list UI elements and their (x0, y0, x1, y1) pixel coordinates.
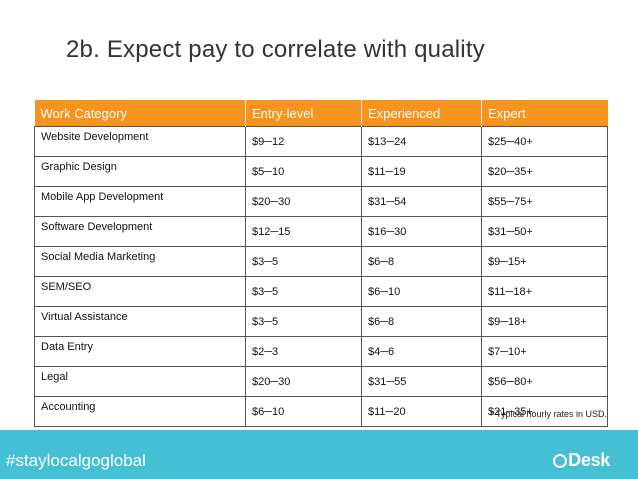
entry-level-cell: $5─10 (245, 156, 362, 187)
expert-cell: $31─50+ (481, 216, 608, 247)
table-header-row: Work Category Entry-level Experienced Ex… (34, 100, 608, 127)
category-cell: Virtual Assistance (34, 306, 246, 337)
table-row: Website Development $9─12 $13─24 $25─40+ (34, 126, 608, 157)
table-row: SEM/SEO $3─5 $6─10 $11─18+ (34, 276, 608, 307)
odesk-o-icon (553, 454, 568, 468)
table-row: Social Media Marketing $3─5 $6─8 $9─15+ (34, 246, 608, 277)
experienced-cell: $4─6 (361, 336, 482, 367)
entry-level-cell: $9─12 (245, 126, 362, 157)
experienced-cell: $6─10 (361, 276, 482, 307)
header-work-category: Work Category (34, 100, 246, 127)
footnote: * Typical hourly rates in USD. (490, 409, 607, 419)
category-cell: Social Media Marketing (34, 246, 246, 277)
hashtag-text: #staylocalgoglobal (6, 451, 146, 470)
expert-cell: $25─40+ (481, 126, 608, 157)
table-row: Graphic Design $5─10 $11─19 $20─35+ (34, 156, 608, 187)
entry-level-cell: $3─5 (245, 276, 362, 307)
expert-cell: $7─10+ (481, 336, 608, 367)
category-cell: Mobile App Development (34, 186, 246, 217)
table-row: Mobile App Development $20─30 $31─54 $55… (34, 186, 608, 217)
entry-level-cell: $20─30 (245, 186, 362, 217)
table-row: Virtual Assistance $3─5 $6─8 $9─18+ (34, 306, 608, 337)
experienced-cell: $31─55 (361, 366, 482, 397)
footer-bar (0, 430, 638, 479)
entry-level-cell: $20─30 (245, 366, 362, 397)
experienced-cell: $13─24 (361, 126, 482, 157)
category-cell: Graphic Design (34, 156, 246, 187)
experienced-cell: $11─20 (361, 396, 482, 427)
category-cell: Legal (34, 366, 246, 397)
experienced-cell: $6─8 (361, 306, 482, 337)
slide-title: 2b. Expect pay to correlate with quality (66, 36, 485, 63)
entry-level-cell: $2─3 (245, 336, 362, 367)
expert-cell: $21─35+ (481, 396, 608, 427)
category-cell: SEM/SEO (34, 276, 246, 307)
experienced-cell: $31─54 (361, 186, 482, 217)
header-expert: Expert (481, 100, 608, 127)
table-row: Software Development $12─15 $16─30 $31─5… (34, 216, 608, 247)
logo-text: Desk (568, 449, 610, 470)
expert-cell: $20─35+ (481, 156, 608, 187)
entry-level-cell: $3─5 (245, 306, 362, 337)
expert-cell: $56─80+ (481, 366, 608, 397)
table-row: Legal $20─30 $31─55 $56─80+ (34, 366, 608, 397)
odesk-logo: Desk (553, 449, 610, 471)
header-experienced: Experienced (361, 100, 482, 127)
experienced-cell: $11─19 (361, 156, 482, 187)
entry-level-cell: $12─15 (245, 216, 362, 247)
expert-cell: $9─15+ (481, 246, 608, 277)
category-cell: Accounting (34, 396, 246, 427)
entry-level-cell: $3─5 (245, 246, 362, 277)
header-entry-level: Entry-level (245, 100, 362, 127)
entry-level-cell: $6─10 (245, 396, 362, 427)
expert-cell: $55─75+ (481, 186, 608, 217)
expert-cell: $11─18+ (481, 276, 608, 307)
experienced-cell: $16─30 (361, 216, 482, 247)
rates-table: Work Category Entry-level Experienced Ex… (34, 100, 608, 427)
category-cell: Data Entry (34, 336, 246, 367)
table-row: Accounting $6─10 $11─20 $21─35+ (34, 396, 608, 427)
table-row: Data Entry $2─3 $4─6 $7─10+ (34, 336, 608, 367)
experienced-cell: $6─8 (361, 246, 482, 277)
category-cell: Website Development (34, 126, 246, 157)
expert-cell: $9─18+ (481, 306, 608, 337)
category-cell: Software Development (34, 216, 246, 247)
